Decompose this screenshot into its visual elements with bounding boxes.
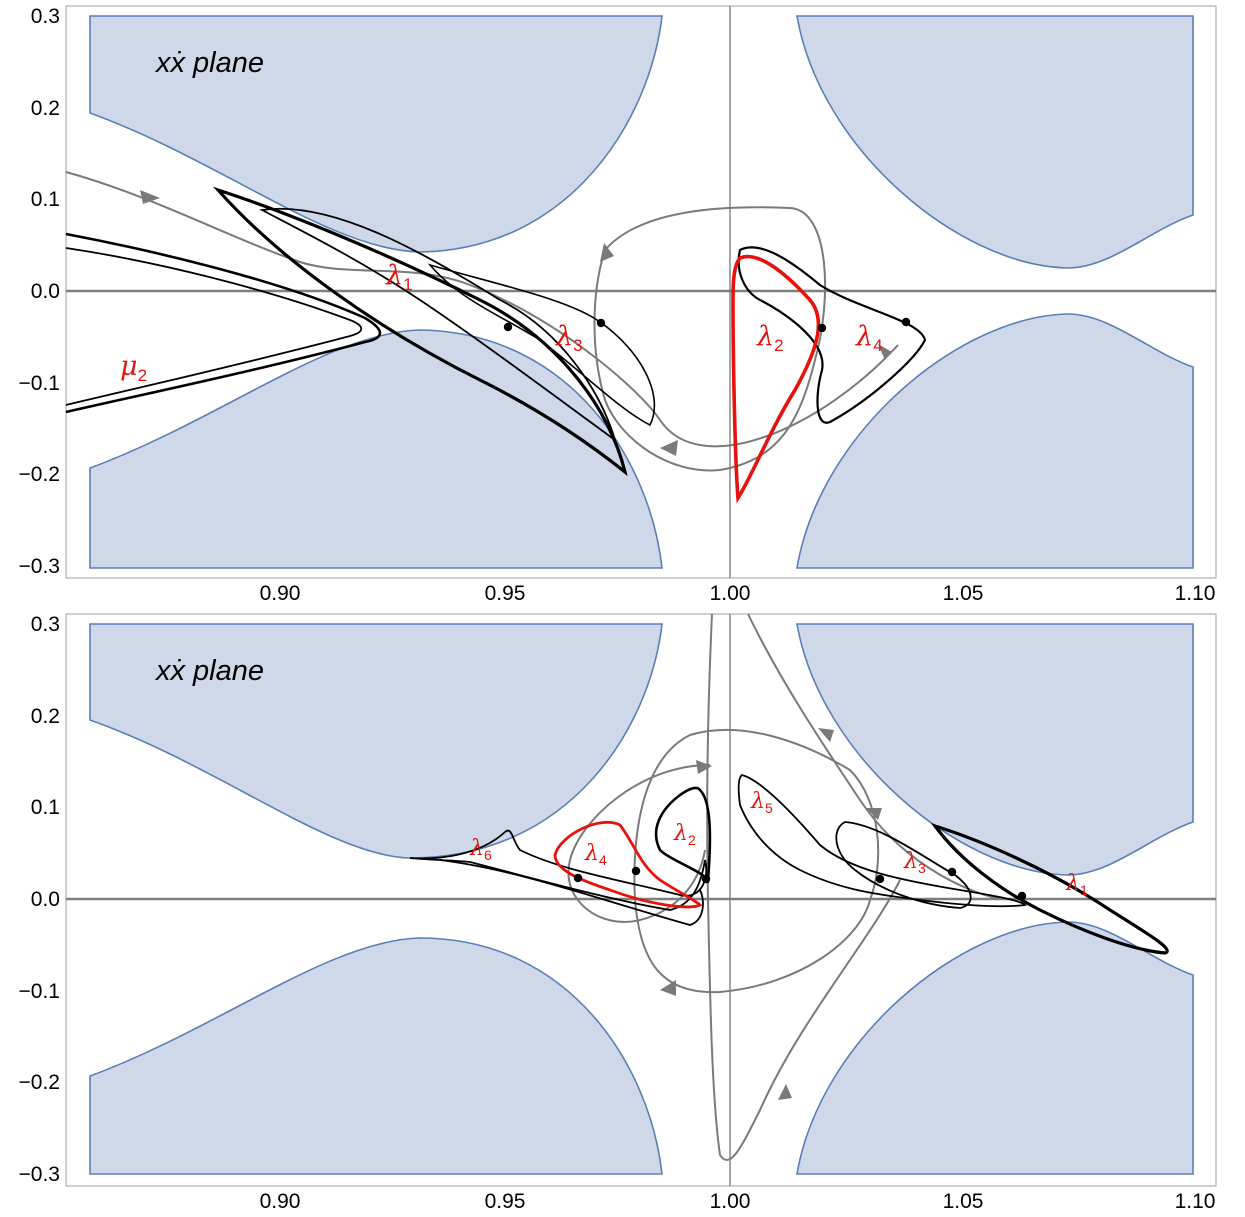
x-tick-label: 0.90	[260, 582, 301, 605]
orbit-label-lambda3: λ3	[903, 849, 926, 876]
arrow-marker	[660, 980, 676, 996]
orbit-point	[901, 317, 911, 327]
orbit-lambda1-top	[212, 186, 628, 477]
orbit-point	[875, 874, 885, 884]
orbit-point	[1017, 891, 1027, 901]
forbidden-region-bottom-left	[89, 937, 663, 1175]
orbit-label-mu2: μ2	[120, 351, 147, 385]
orbit-point	[631, 866, 641, 876]
x-tick-label: 0.95	[485, 1190, 526, 1213]
arrow-marker	[660, 440, 678, 456]
orbit-point	[596, 318, 606, 328]
y-tick-label: 0.3	[31, 613, 60, 636]
black-orbits	[65, 186, 927, 504]
x-tick-label: 1.00	[710, 582, 751, 605]
orbit-lambda3-top	[427, 263, 656, 427]
manifold-orbit-loop-center	[633, 728, 880, 994]
panel-top: xẋ plane λ1 λ3 λ2 λ4 μ2 0.3 0.2 0.1 0.0 …	[19, 5, 1217, 605]
arrow-marker	[778, 1084, 792, 1100]
y-tick-label: −0.2	[19, 463, 60, 486]
plane-label: xẋ plane	[154, 47, 264, 79]
plane-label: xẋ plane	[154, 655, 264, 687]
orbit-lambda1-inner-top	[259, 207, 617, 443]
x-tick-label: 0.95	[485, 582, 526, 605]
arrow-marker	[696, 760, 712, 774]
y-tick-label: −0.3	[19, 555, 60, 578]
orbit-point	[573, 873, 583, 883]
orbit-point	[503, 322, 513, 332]
y-tick-label: −0.3	[19, 1163, 60, 1186]
arrow-marker	[818, 728, 834, 742]
forbidden-region-bottom-right	[796, 921, 1194, 1175]
orbit-lambda2-bottom	[654, 786, 712, 884]
x-tick-labels: 0.90 0.95 1.00 1.05 1.10	[260, 1190, 1216, 1213]
orbit-label-lambda6: λ6	[469, 836, 492, 863]
x-tick-label: 1.10	[1175, 1190, 1216, 1213]
orbit-label-lambda1: λ1	[1065, 871, 1088, 898]
arrow-marker	[600, 243, 614, 262]
arrow-marker	[866, 808, 882, 820]
y-tick-label: −0.2	[19, 1071, 60, 1094]
orbit-lambda3-bottom	[835, 821, 972, 909]
orbit-label-lambda2: λ2	[673, 821, 696, 848]
arrow-marker	[140, 190, 160, 204]
x-tick-label: 1.10	[1175, 582, 1216, 605]
forbidden-region-top-right	[796, 15, 1194, 269]
orbit-lambda4-bottom	[553, 820, 703, 909]
manifold-orbits	[567, 613, 1001, 1161]
y-tick-label: 0.0	[31, 888, 60, 911]
orbit-lambda6-inner	[439, 859, 704, 926]
forbidden-region-bottom-left	[89, 329, 663, 569]
x-tick-label: 1.05	[943, 1190, 984, 1213]
forbidden-region-bottom-right	[796, 313, 1194, 569]
x-tick-label: 1.05	[943, 582, 984, 605]
orbit-point	[947, 867, 957, 877]
orbit-label-lambda5: λ5	[750, 789, 773, 816]
orbit-label-lambda4: λ4	[855, 321, 883, 355]
y-tick-labels: 0.3 0.2 0.1 0.0 −0.1 −0.2 −0.3	[19, 613, 60, 1186]
orbit-label-lambda2: λ2	[756, 321, 784, 355]
orbit-mu2-outer	[65, 232, 382, 414]
y-tick-label: 0.3	[31, 5, 60, 28]
y-tick-label: 0.2	[31, 97, 60, 120]
orbit-points	[503, 317, 911, 333]
forbidden-region-top-left	[89, 15, 663, 253]
arrow-marker	[878, 344, 892, 358]
manifold-orbit-diagonal	[747, 613, 1001, 900]
y-tick-label: 0.0	[31, 280, 60, 303]
manifold-orbit-loop-left	[567, 764, 711, 923]
orbit-lambda5	[737, 774, 1027, 908]
manifold-orbit-vertical	[706, 613, 901, 1161]
y-tick-label: 0.1	[31, 188, 60, 211]
panel-bottom: xẋ plane λ6 λ4 λ2 λ5 λ3 λ1 0.3 0.2 0.1 0…	[19, 613, 1217, 1213]
orbit-mu2-inner	[65, 247, 363, 406]
orbit-point	[701, 874, 711, 884]
orbit-label-lambda1: λ1	[385, 260, 413, 294]
orbit-lambda2-top	[731, 254, 821, 504]
orbit-lambda4-top	[737, 246, 927, 424]
manifold-orbit-center	[593, 206, 827, 472]
y-tick-label: −0.1	[19, 980, 60, 1003]
y-tick-label: 0.1	[31, 796, 60, 819]
orbit-label-lambda4: λ4	[584, 841, 607, 868]
forbidden-region-top-right	[796, 623, 1194, 876]
y-tick-labels: 0.3 0.2 0.1 0.0 −0.1 −0.2 −0.3	[19, 5, 60, 578]
orbit-lambda1-bottom	[930, 823, 1169, 955]
y-tick-label: 0.2	[31, 705, 60, 728]
orbit-label-lambda3: λ3	[555, 321, 583, 355]
orbit-point	[817, 323, 827, 333]
y-tick-label: −0.1	[19, 372, 60, 395]
black-orbits	[409, 774, 1169, 955]
orbit-points	[573, 866, 1027, 901]
x-tick-label: 0.90	[260, 1190, 301, 1213]
x-tick-labels: 0.90 0.95 1.00 1.05 1.10	[260, 582, 1216, 605]
x-tick-label: 1.00	[710, 1190, 751, 1213]
